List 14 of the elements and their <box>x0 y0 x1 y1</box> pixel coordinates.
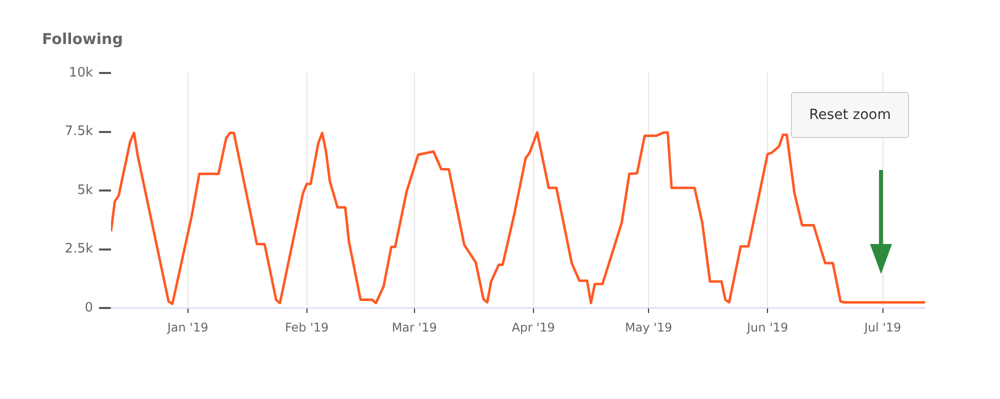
y-tick-label: 7.5k <box>64 124 94 140</box>
y-tick-label: 2.5k <box>64 242 94 257</box>
x-tick-label: Jan '19 <box>166 320 208 334</box>
x-tick-label: Mar '19 <box>392 320 437 334</box>
x-tick-label: Jul '19 <box>863 320 902 334</box>
x-tick-label: May '19 <box>624 320 672 334</box>
x-tick-label: Jun '19 <box>746 320 788 334</box>
x-tick-label: Feb '19 <box>285 320 329 334</box>
y-tick-label: 10k <box>68 65 94 80</box>
chart-title: Following <box>42 30 123 48</box>
annotation: Reset zoom <box>791 92 909 138</box>
y-tick-label: 0 <box>84 300 93 316</box>
y-tick-label: 5k <box>77 182 94 198</box>
x-tick-label: Apr '19 <box>512 320 555 334</box>
